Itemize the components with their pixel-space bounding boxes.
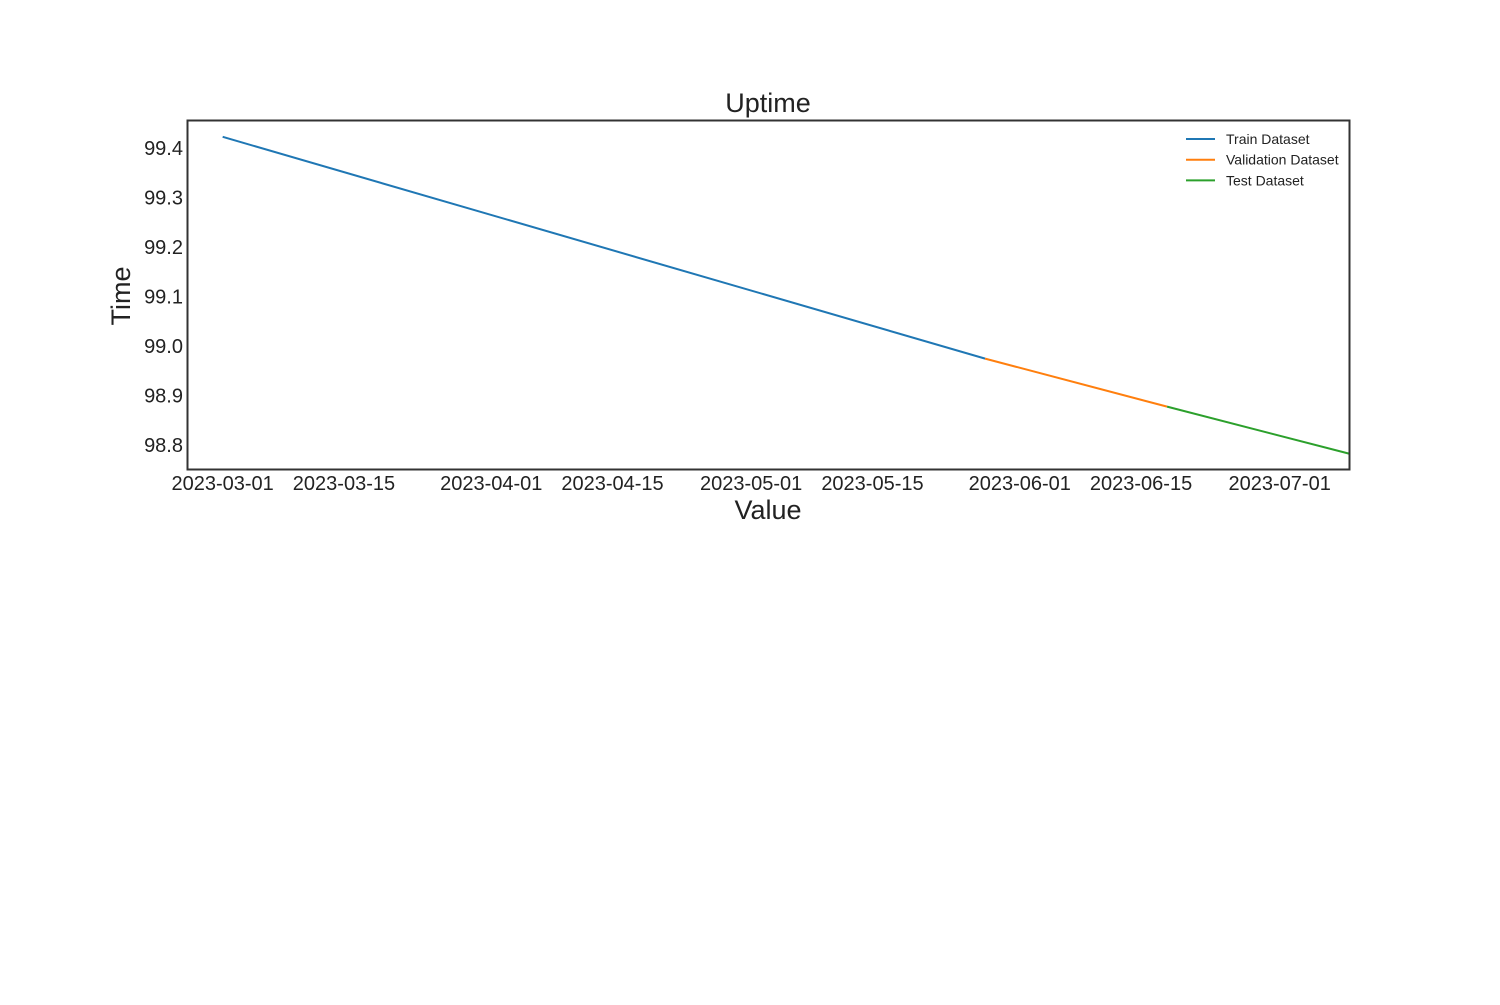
legend-label: Train Dataset <box>1226 131 1310 147</box>
legend: Train Dataset Validation Dataset Test Data… <box>1186 131 1339 188</box>
x-tick-label: 2023-06-15 <box>1090 473 1192 495</box>
y-tick-label: 99.0 <box>144 336 183 358</box>
x-tick-label: 2023-04-15 <box>561 473 663 495</box>
x-tick-label: 2023-03-15 <box>293 473 395 495</box>
legend-item-1: Validation Dataset <box>1186 152 1339 168</box>
chart-title: Uptime <box>725 88 811 118</box>
y-tick-label: 99.3 <box>144 188 183 210</box>
plot-frame <box>186 119 1351 471</box>
series-line-0 <box>222 135 986 360</box>
x-tick-label: 2023-05-15 <box>821 473 923 495</box>
y-axis-title: Time <box>106 267 136 326</box>
x-tick-label: 2023-06-01 <box>969 473 1071 495</box>
x-axis-ticks: 2023-03-01 2023-03-15 2023-04-01 2023-04-15… <box>172 473 1331 495</box>
legend-item-0: Train Dataset <box>1186 131 1310 147</box>
x-tick-label: 2023-03-01 <box>172 473 274 495</box>
series-line-1 <box>984 357 1168 408</box>
x-tick-label: 2023-05-01 <box>700 473 802 495</box>
x-tick-label: 2023-07-01 <box>1229 473 1331 495</box>
y-tick-label: 99.2 <box>144 237 183 259</box>
y-tick-label: 98.8 <box>144 435 183 457</box>
legend-item-2: Test Dataset <box>1186 172 1304 188</box>
legend-label: Validation Dataset <box>1226 152 1339 168</box>
series-line-2 <box>1166 405 1350 455</box>
y-tick-label: 98.9 <box>144 386 183 408</box>
legend-label: Test Dataset <box>1226 172 1304 188</box>
x-tick-label: 2023-04-01 <box>440 473 542 495</box>
y-axis-ticks: 98.8 98.9 99.0 99.1 99.2 99.3 99.4 <box>144 138 183 457</box>
plot-area <box>222 135 1350 455</box>
x-axis-title: Value <box>734 495 801 525</box>
y-tick-label: 99.4 <box>144 138 183 160</box>
y-tick-label: 99.1 <box>144 287 183 309</box>
